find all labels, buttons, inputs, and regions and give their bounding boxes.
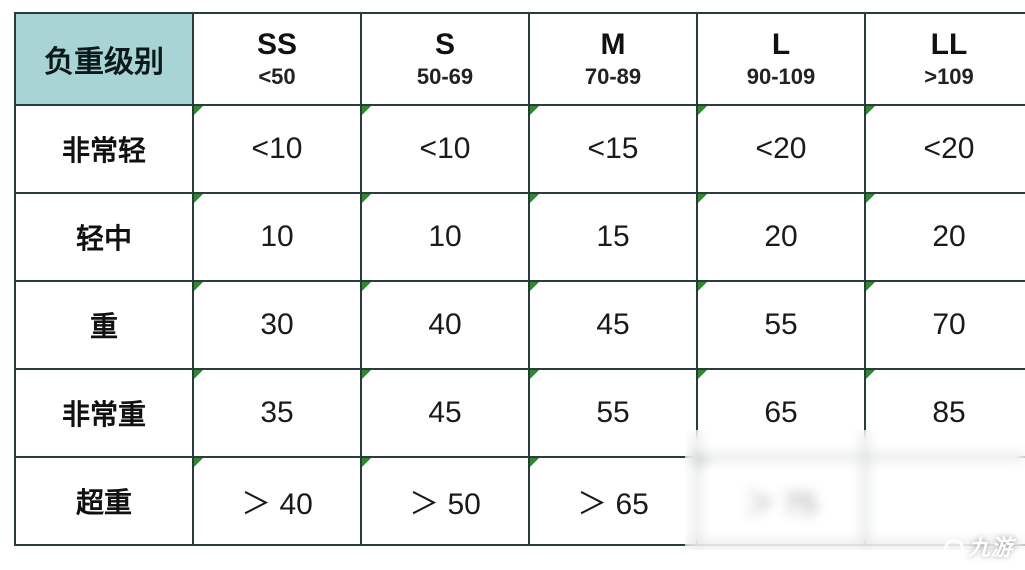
cell: 40 (361, 281, 529, 369)
header-range: 50-69 (362, 64, 528, 90)
cell: 55 (697, 281, 865, 369)
header-col-s: S 50-69 (361, 13, 529, 105)
weight-class-table: 负重级别 SS <50 S 50-69 M 70-89 L 90-109 LL … (14, 12, 1025, 546)
cell (865, 457, 1025, 545)
row-label: 非常重 (15, 369, 193, 457)
row-label: 重 (15, 281, 193, 369)
header-range: <50 (194, 64, 360, 90)
header-code: S (362, 28, 528, 63)
row-label: 非常轻 (15, 105, 193, 193)
cell: 45 (361, 369, 529, 457)
cell: 30 (193, 281, 361, 369)
header-col-ss: SS <50 (193, 13, 361, 105)
table-row: 非常轻 <10 <10 <15 <20 <20 (15, 105, 1025, 193)
header-corner: 负重级别 (15, 13, 193, 105)
cell: 15 (529, 193, 697, 281)
header-code: L (698, 28, 864, 63)
row-label: 轻中 (15, 193, 193, 281)
cell: ＞ 40 (193, 457, 361, 545)
cell: 65 (697, 369, 865, 457)
header-col-ll: LL >109 (865, 13, 1025, 105)
cell: ＞ 65 (529, 457, 697, 545)
cell: <15 (529, 105, 697, 193)
cell: <20 (865, 105, 1025, 193)
cell: <10 (361, 105, 529, 193)
header-range: 90-109 (698, 64, 864, 90)
cell: 35 (193, 369, 361, 457)
cell: ＞ 50 (361, 457, 529, 545)
cell: 85 (865, 369, 1025, 457)
table-row: 重 30 40 45 55 70 (15, 281, 1025, 369)
cell: 45 (529, 281, 697, 369)
cell: <20 (697, 105, 865, 193)
header-col-l: L 90-109 (697, 13, 865, 105)
header-range: 70-89 (530, 64, 696, 90)
cell: 20 (865, 193, 1025, 281)
table-row: 非常重 35 45 55 65 85 (15, 369, 1025, 457)
header-code: M (530, 28, 696, 63)
cell: <10 (193, 105, 361, 193)
row-label: 超重 (15, 457, 193, 545)
header-code: SS (194, 28, 360, 63)
header-range: >109 (866, 64, 1025, 90)
cell: 10 (361, 193, 529, 281)
header-col-m: M 70-89 (529, 13, 697, 105)
cell: 20 (697, 193, 865, 281)
header-code: LL (866, 28, 1025, 63)
table-header-row: 负重级别 SS <50 S 50-69 M 70-89 L 90-109 LL … (15, 13, 1025, 105)
cell: 55 (529, 369, 697, 457)
table-row: 超重 ＞ 40 ＞ 50 ＞ 65 ＞ 75 (15, 457, 1025, 545)
table-row: 轻中 10 10 15 20 20 (15, 193, 1025, 281)
cell: ＞ 75 (697, 457, 865, 545)
cell: 10 (193, 193, 361, 281)
cell: 70 (865, 281, 1025, 369)
